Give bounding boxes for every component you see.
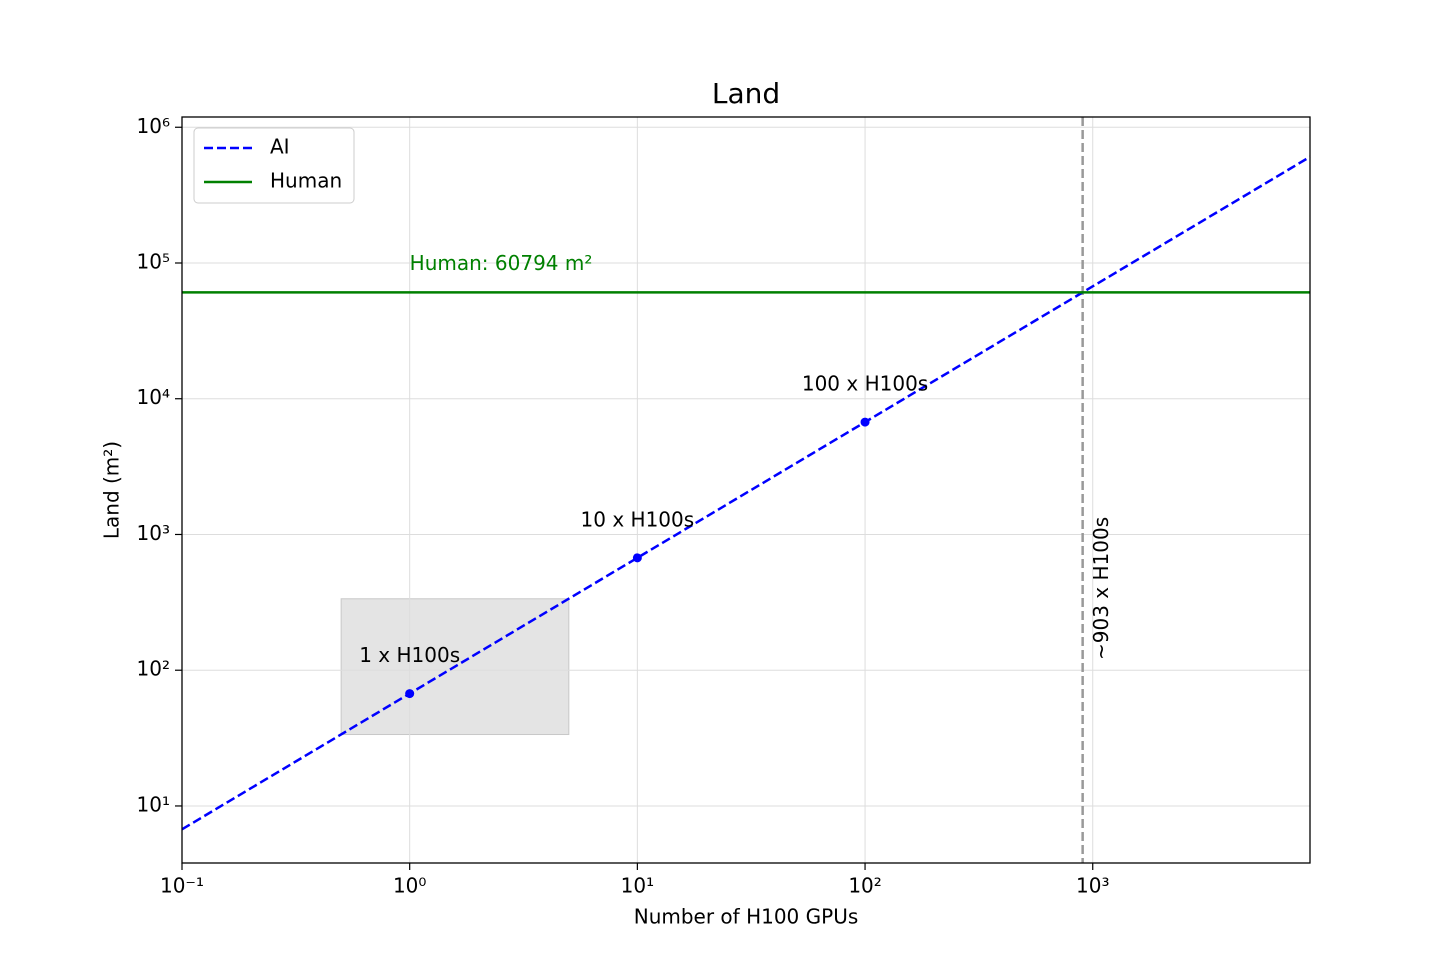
x-tick-label: 10² xyxy=(848,874,881,898)
legend-label: Human xyxy=(270,169,342,193)
line-0 xyxy=(181,155,1311,831)
chart-title: Land xyxy=(712,77,780,110)
x-tick-label: 10³ xyxy=(1076,874,1109,898)
point-label: 10 x H100s xyxy=(581,507,695,531)
y-tick-label: 10³ xyxy=(137,521,170,545)
x-axis-label: Number of H100 GPUs xyxy=(634,905,859,929)
legend-label: AI xyxy=(270,135,290,159)
threshold-label: ~903 x H100s xyxy=(1089,517,1113,660)
plot-frame xyxy=(181,116,1311,864)
x-tick-label: 10⁰ xyxy=(393,874,426,898)
y-tick-label: 10¹ xyxy=(137,792,170,816)
y-tick-label: 10⁵ xyxy=(137,249,170,273)
y-tick-label: 10⁴ xyxy=(137,385,170,409)
x-tick-label: 10⁻¹ xyxy=(160,874,204,898)
point-label: 1 x H100s xyxy=(359,643,460,667)
point xyxy=(860,417,870,427)
y-axis-label: Land (m²) xyxy=(100,441,124,539)
y-tick-label: 10² xyxy=(137,657,170,681)
human-annotation: Human: 60794 m² xyxy=(410,251,593,275)
point xyxy=(632,553,642,563)
x-tick-label: 10¹ xyxy=(621,874,654,898)
point xyxy=(405,689,415,699)
point-label: 100 x H100s xyxy=(802,372,928,396)
y-tick-label: 10⁶ xyxy=(137,114,170,138)
